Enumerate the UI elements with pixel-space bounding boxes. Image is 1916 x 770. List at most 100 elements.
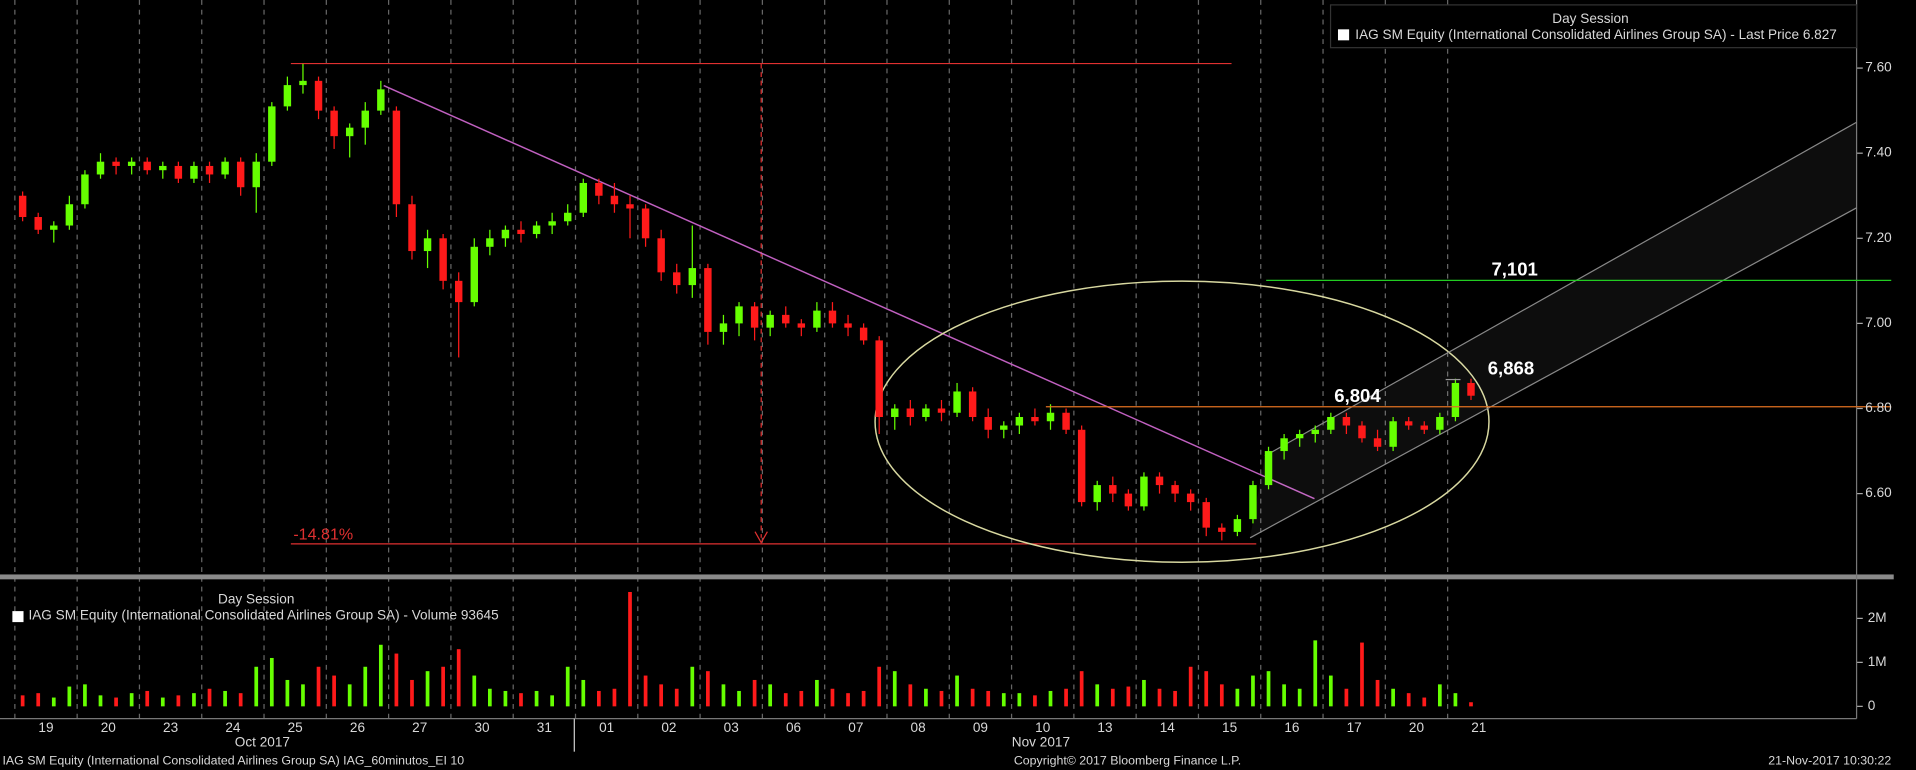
volume-bar: [1157, 688, 1162, 707]
volume-bar: [363, 666, 368, 707]
candle-body: [1062, 412, 1070, 430]
candle-body: [486, 238, 494, 247]
volume-bar: [1282, 684, 1286, 707]
x-tick-label: 15: [1222, 720, 1237, 735]
x-tick-label: 30: [474, 720, 489, 735]
volume-bar: [752, 679, 757, 707]
x-tick-label: 02: [661, 720, 676, 735]
candle-body: [1295, 434, 1304, 439]
annotation-label: 6,868: [1488, 358, 1534, 379]
volume-bar: [877, 666, 882, 707]
y-tick-label: 7.20: [1865, 230, 1891, 245]
candle-body: [1186, 493, 1195, 503]
volume-bar: [1297, 688, 1302, 707]
x-tick-label: 08: [911, 720, 926, 735]
volume-bar: [1313, 640, 1318, 707]
volume-bar: [519, 693, 523, 707]
volume-bar: [207, 688, 212, 707]
x-tick-label: 31: [537, 720, 552, 735]
ellipse: [874, 280, 1490, 563]
volume-bar: [721, 684, 726, 707]
volume-bar: [1079, 671, 1084, 707]
volume-bar: [1360, 642, 1364, 707]
candle-body: [1358, 425, 1366, 439]
legend-swatch: [12, 611, 24, 623]
volume-bar: [472, 675, 477, 707]
volume-bar: [1204, 671, 1209, 707]
volume-bar: [114, 697, 118, 707]
candle-body: [579, 182, 588, 213]
volume-bar: [690, 666, 695, 707]
x-tick-label: 06: [786, 720, 801, 735]
volume-bar: [1001, 693, 1006, 707]
trend-line: [383, 84, 1315, 500]
volume-bar: [1219, 684, 1224, 707]
volume-bar: [1406, 693, 1411, 707]
volume-bar: [394, 653, 399, 707]
candle-body: [454, 280, 463, 303]
volume-bar: [316, 666, 321, 707]
candle-body: [50, 225, 58, 230]
x-tick-label: 24: [225, 720, 241, 735]
legend-text: IAG SM Equity (International Consolidate…: [28, 608, 498, 623]
volume-bar: [830, 688, 835, 707]
candle-body: [735, 306, 743, 324]
candle-body: [782, 314, 790, 324]
legend-title: Day Session: [1552, 11, 1628, 26]
candle-body: [1218, 527, 1226, 532]
volume-bar: [1110, 688, 1115, 707]
candle-body: [719, 323, 728, 332]
change-label: -14.81%: [293, 527, 353, 544]
candle-body: [641, 208, 650, 239]
candle-body: [361, 110, 369, 128]
candle-body: [595, 182, 603, 196]
candle-body: [673, 272, 681, 286]
candle-body: [1233, 519, 1242, 532]
candle-body: [236, 161, 245, 188]
grid-layer: [14, 0, 1863, 719]
candle-body: [268, 106, 276, 162]
candle-body: [1093, 485, 1101, 503]
x-tick-label: 25: [288, 720, 303, 735]
candle-body: [439, 238, 447, 281]
volume-bar: [846, 693, 850, 707]
channel-upper: [1264, 121, 1857, 457]
candle-body: [1031, 417, 1039, 422]
volume-bar: [737, 690, 741, 707]
candle-body: [1077, 429, 1086, 503]
candle-body: [968, 391, 977, 418]
candle-body: [501, 229, 510, 239]
candle-body: [750, 306, 759, 328]
legend-text: IAG SM Equity (International Consolidate…: [1355, 27, 1837, 42]
candle-body: [844, 323, 852, 328]
volume-bar: [1266, 671, 1271, 707]
candle-body: [875, 340, 883, 418]
candle-body: [1327, 417, 1335, 430]
candle-body: [1436, 417, 1444, 430]
volume-bar: [285, 679, 290, 707]
x-tick-label: 21: [1471, 720, 1486, 735]
candle-body: [688, 268, 697, 286]
candle-body: [205, 165, 214, 175]
candle-body: [517, 229, 525, 235]
channel-fill: [1250, 122, 1857, 538]
volume-bar: [254, 666, 259, 707]
volume-bar: [581, 679, 586, 707]
volume-bar: [1453, 693, 1458, 707]
footer-center: Copyright© 2017 Bloomberg Finance L.P.: [1014, 754, 1241, 768]
x-tick-label: 20: [101, 720, 116, 735]
volume-bar: [332, 675, 336, 707]
y-tick-label: 7.40: [1865, 145, 1891, 160]
candle-body: [112, 161, 120, 166]
volume-bar: [955, 675, 959, 707]
volume-bar: [1048, 690, 1053, 707]
candle-body: [548, 221, 556, 226]
y-tick-label: 7.60: [1865, 60, 1891, 75]
volume-bar: [441, 666, 445, 707]
candle-body: [610, 195, 619, 205]
volume-bar: [1095, 684, 1100, 707]
x-tick-label: 20: [1409, 720, 1424, 735]
x-tick-label: 26: [350, 720, 365, 735]
